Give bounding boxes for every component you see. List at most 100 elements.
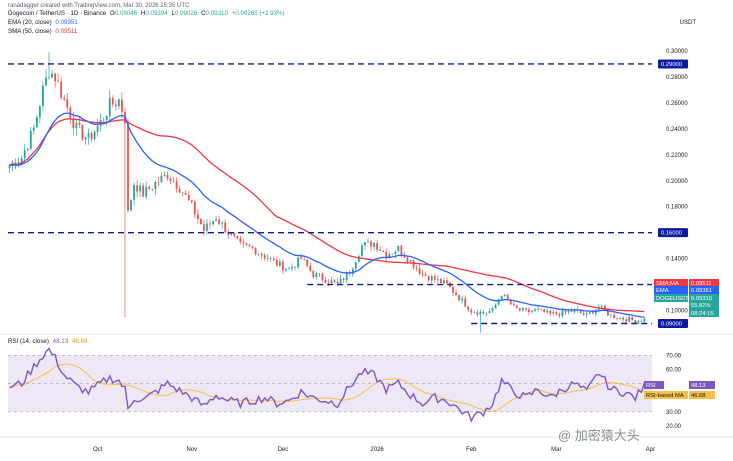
candle-body — [184, 193, 187, 195]
candle-body — [446, 280, 448, 284]
candle-body — [461, 298, 464, 301]
candle-body — [239, 238, 242, 242]
candle-body — [57, 81, 60, 82]
candle-body — [482, 311, 485, 314]
level-label-0.16000: 0.16000 — [661, 231, 682, 237]
candle-body — [45, 77, 47, 86]
candle-body — [385, 251, 388, 259]
candle-body — [473, 312, 476, 313]
candle-body — [616, 318, 618, 319]
y-tick-label: 0.30000 — [666, 49, 688, 55]
price-tag-value: 0.09511 — [691, 281, 712, 287]
watermark: @ 加密猿大头 — [558, 428, 640, 443]
rsi-legend[interactable]: RSI (14, close) 48.13 46.68 — [8, 338, 88, 345]
candle-body — [351, 268, 354, 275]
candle-body — [427, 276, 430, 281]
candle-body — [130, 199, 132, 211]
price-tag-name: DOGEUSDT — [656, 296, 689, 302]
candle-body — [412, 260, 415, 268]
candle-body — [212, 220, 214, 225]
candle-body — [479, 311, 482, 315]
candle-body — [111, 98, 114, 105]
open-value: 0.09046 — [114, 10, 138, 17]
candle-body — [525, 308, 527, 310]
candle-body — [607, 310, 609, 316]
candle-body — [506, 294, 509, 300]
candle-body — [488, 311, 491, 313]
candle-body — [93, 131, 96, 140]
candle-body — [591, 312, 594, 314]
candle-body — [8, 165, 11, 169]
candle-body — [357, 256, 360, 263]
candle-body — [354, 262, 357, 269]
candle-body — [75, 122, 78, 129]
ema-legend[interactable]: EMA (20, close) 0.09351 — [8, 19, 78, 26]
level-label-0.29000: 0.29000 — [661, 62, 682, 68]
candle-body — [245, 243, 248, 245]
candle-body — [625, 319, 628, 322]
candle-body — [78, 122, 81, 125]
candle-body — [443, 280, 445, 284]
candle-body — [631, 317, 634, 321]
candle-body — [193, 201, 196, 215]
candle-body — [567, 310, 570, 313]
candle-body — [500, 296, 503, 300]
candle-body — [29, 130, 32, 149]
y-tick-label: 0.18000 — [666, 205, 688, 211]
rsi-value: 48.13 — [52, 338, 69, 345]
candle-body — [634, 320, 637, 324]
price-tag-value-bg — [689, 279, 719, 287]
currency-label: USDT — [680, 20, 697, 26]
candle-body — [400, 245, 403, 255]
candle-body — [564, 310, 567, 313]
candle-body — [151, 188, 154, 190]
candle-body — [534, 309, 536, 312]
candle-body — [600, 306, 603, 307]
candle-body — [215, 219, 217, 221]
price-tag-value: 0.09310 — [691, 296, 712, 302]
candle-body — [278, 261, 281, 266]
candle-body — [230, 233, 233, 235]
candle-body — [360, 245, 363, 257]
candle-body — [90, 133, 93, 140]
candle-body — [324, 279, 327, 283]
x-tick-label: Nov — [186, 447, 197, 453]
candle-body — [221, 222, 224, 224]
candle-body — [23, 150, 26, 159]
candle-body — [452, 286, 454, 293]
candle-body — [26, 148, 29, 151]
candle-body — [236, 235, 239, 239]
candle-body — [637, 321, 640, 324]
candle-body — [254, 247, 257, 255]
candle-body — [248, 244, 251, 247]
price-tag-sma — [654, 279, 688, 287]
level-tag-0.16000 — [658, 228, 688, 238]
candle-body — [421, 273, 424, 275]
price-tag-name: EMA — [656, 288, 669, 294]
x-tick-label: Feb — [466, 447, 477, 453]
candle-body — [48, 77, 50, 79]
candle-body — [333, 280, 336, 282]
candle-body — [117, 99, 120, 107]
price-tag-value-bg — [689, 294, 719, 302]
symbol-name[interactable]: Dogecoin / TetherUS · 1D · Binance — [8, 10, 107, 17]
candle-body — [209, 223, 211, 225]
candle-body — [60, 81, 63, 98]
candle-body — [251, 246, 254, 248]
candle-body — [321, 273, 324, 280]
candle-body — [376, 243, 378, 250]
level-label-0.09000: 0.09000 — [661, 322, 682, 328]
candle-body — [552, 312, 555, 314]
candle-body — [558, 314, 561, 316]
candle-body — [622, 317, 625, 320]
candle-body — [531, 311, 533, 312]
rsi-tick-label: 30.00 — [666, 410, 682, 416]
price-tag-value: 55.82% — [691, 303, 711, 309]
candle-body — [512, 304, 515, 306]
candle-body — [546, 310, 549, 313]
candle-body — [121, 99, 123, 112]
sma-legend[interactable]: SMA (50, close) 0.09511 — [8, 28, 78, 35]
candle-body — [613, 314, 615, 319]
candle-body — [303, 258, 306, 260]
